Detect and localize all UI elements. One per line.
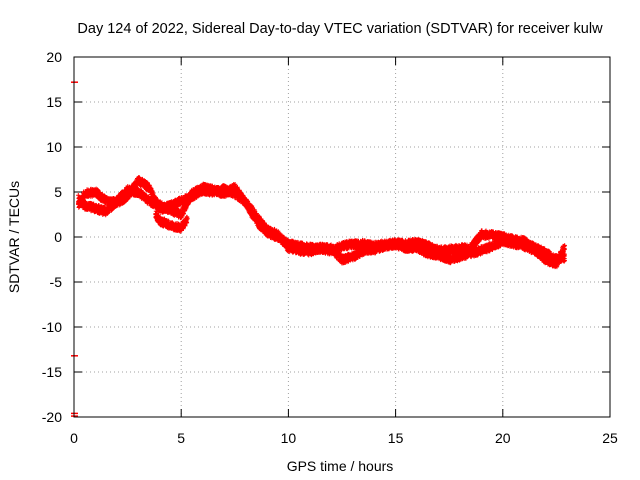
chart-title: Day 124 of 2022, Sidereal Day-to-day VTE… [77, 21, 603, 37]
grid-lines [74, 57, 610, 417]
data-points [71, 81, 567, 417]
